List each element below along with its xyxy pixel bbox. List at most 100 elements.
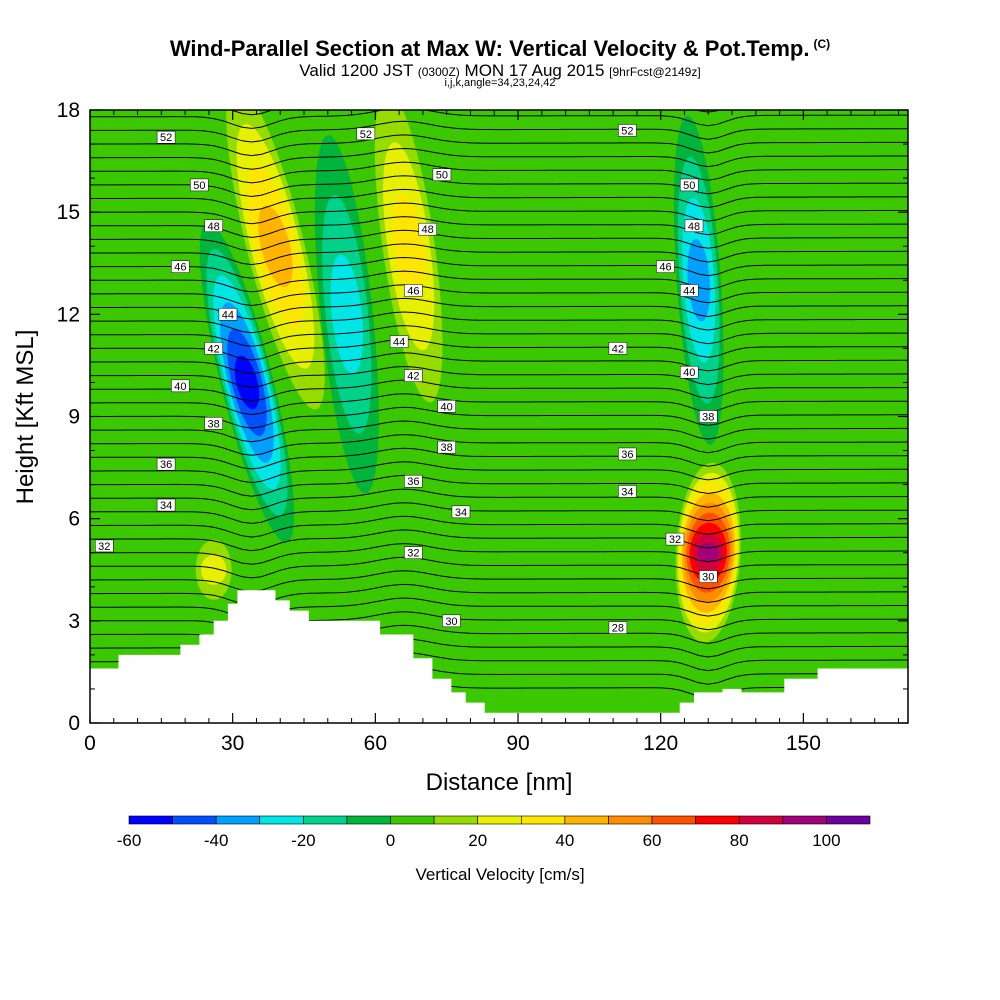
x-tick-label: 0 [84, 732, 96, 755]
contour-label-box [156, 457, 176, 471]
isentrope-line [90, 338, 908, 361]
colorbar-label: Vertical Velocity [cm/s] [415, 865, 584, 884]
isentrope-line [90, 188, 908, 211]
colorbar-tick-label: 80 [730, 831, 749, 850]
colorbar-swatch [346, 815, 391, 825]
contour-label: 34 [455, 507, 467, 519]
velocity-contour-fill [330, 254, 364, 375]
contour-label-box [442, 614, 461, 628]
isentrope-line [90, 120, 908, 143]
grid-index-line: i,j,k,angle=34,23,24,42 [444, 77, 556, 89]
contour-label: 46 [659, 262, 671, 274]
isentrope-line [90, 365, 908, 388]
isentrope-line [90, 202, 908, 225]
colorbar-swatch [433, 815, 479, 825]
contour-label-box [404, 369, 423, 382]
contour-label: 48 [688, 221, 700, 233]
isentrope-line [90, 488, 908, 511]
velocity-feature-6 [191, 524, 236, 615]
colorbar-tick-label: -60 [117, 831, 142, 850]
colorbar-tick-label: 100 [812, 831, 840, 850]
colorbar-swatch [390, 815, 435, 825]
isentrope-line [90, 256, 908, 279]
contour-label-box [618, 447, 637, 461]
contour-label: 48 [208, 221, 220, 233]
isentrope-line [90, 175, 908, 198]
valid-time: Valid 1200 JST [299, 61, 414, 80]
colorbar-tick-label: -40 [204, 831, 229, 850]
utc-time: (0300Z) [417, 65, 460, 79]
isentrope-line [90, 502, 908, 524]
velocity-contour-fill [258, 205, 293, 288]
chart-subtitle: Valid 1200 JST (0300Z) MON 17 Aug 2015 [… [0, 61, 1000, 81]
contour-label: 44 [683, 285, 695, 297]
x-tick-label: 60 [364, 732, 387, 755]
x-axis-label: Distance [nm] [426, 769, 573, 796]
colorbar-tick-label: 60 [643, 831, 662, 850]
colorbar-swatch [564, 815, 609, 825]
contour-label: 52 [160, 132, 172, 144]
contour-label-box [404, 284, 423, 297]
colorbar-tick-label: -20 [291, 831, 316, 850]
isentrope-line [90, 147, 908, 170]
contour-label: 52 [621, 125, 633, 137]
isentrope-line [90, 229, 908, 252]
isentrope-line [90, 556, 908, 579]
velocity-contour-fill [687, 239, 711, 322]
colorbar-swatch [477, 815, 522, 825]
contour-label: 34 [160, 500, 172, 512]
isentrope-line [90, 529, 908, 552]
isentrope-line [90, 406, 908, 429]
contour-label: 36 [621, 449, 633, 461]
contour-label-box [608, 342, 628, 355]
isentrope-line [90, 352, 908, 375]
isentrope-line [90, 393, 908, 416]
contour-label: 44 [222, 309, 234, 321]
contour-label-box [437, 400, 456, 413]
colorbar-swatch [782, 815, 827, 825]
contour-label: 30 [445, 616, 457, 628]
contour-label-box [665, 532, 685, 546]
isentrope-line [90, 570, 908, 593]
contour-label-box [684, 219, 704, 233]
contour-label-box [190, 178, 209, 192]
contour-label: 40 [683, 367, 695, 379]
contour-label-box [679, 365, 699, 379]
colorbar-tick-label: 40 [555, 831, 574, 850]
contour-label-box [679, 284, 699, 297]
colorbar-tick-label: 0 [386, 831, 395, 850]
contour-label-box [418, 222, 437, 236]
contour-label-box [218, 308, 238, 321]
contour-label: 32 [98, 541, 110, 553]
contour-label: 40 [174, 381, 186, 393]
contour-label: 48 [422, 224, 434, 236]
contour-label: 38 [702, 412, 714, 424]
isentrope-line [90, 284, 908, 307]
contour-label: 34 [621, 486, 633, 498]
colorbar-swatch [303, 815, 348, 825]
contour-label-box [618, 124, 637, 137]
colorbar-swatch [215, 815, 261, 825]
contour-label-box [204, 417, 223, 430]
isentrope-line [90, 420, 908, 443]
y-tick-label: 18 [57, 99, 80, 122]
contour-label: 40 [441, 401, 453, 413]
colorbar-swatch [695, 815, 740, 825]
contour-label: 38 [441, 442, 453, 454]
velocity-contour-fill [234, 355, 260, 410]
isentrope-line [90, 110, 908, 129]
isentrope-line [90, 216, 908, 238]
terrain [90, 590, 908, 723]
colorbar-tick-label: 20 [468, 831, 487, 850]
isentrope-line [90, 325, 908, 347]
x-tick-label: 90 [506, 732, 529, 755]
x-tick-label: 120 [643, 732, 678, 755]
contour-label-box [171, 379, 190, 393]
contour-label: 30 [702, 572, 714, 584]
contour-label-box [618, 485, 637, 498]
isentrope-line [90, 515, 908, 538]
contour-label-box [451, 505, 471, 519]
y-tick-label: 6 [68, 508, 80, 531]
isentrope-line [90, 447, 908, 470]
copyright-mark: (C) [813, 36, 831, 51]
